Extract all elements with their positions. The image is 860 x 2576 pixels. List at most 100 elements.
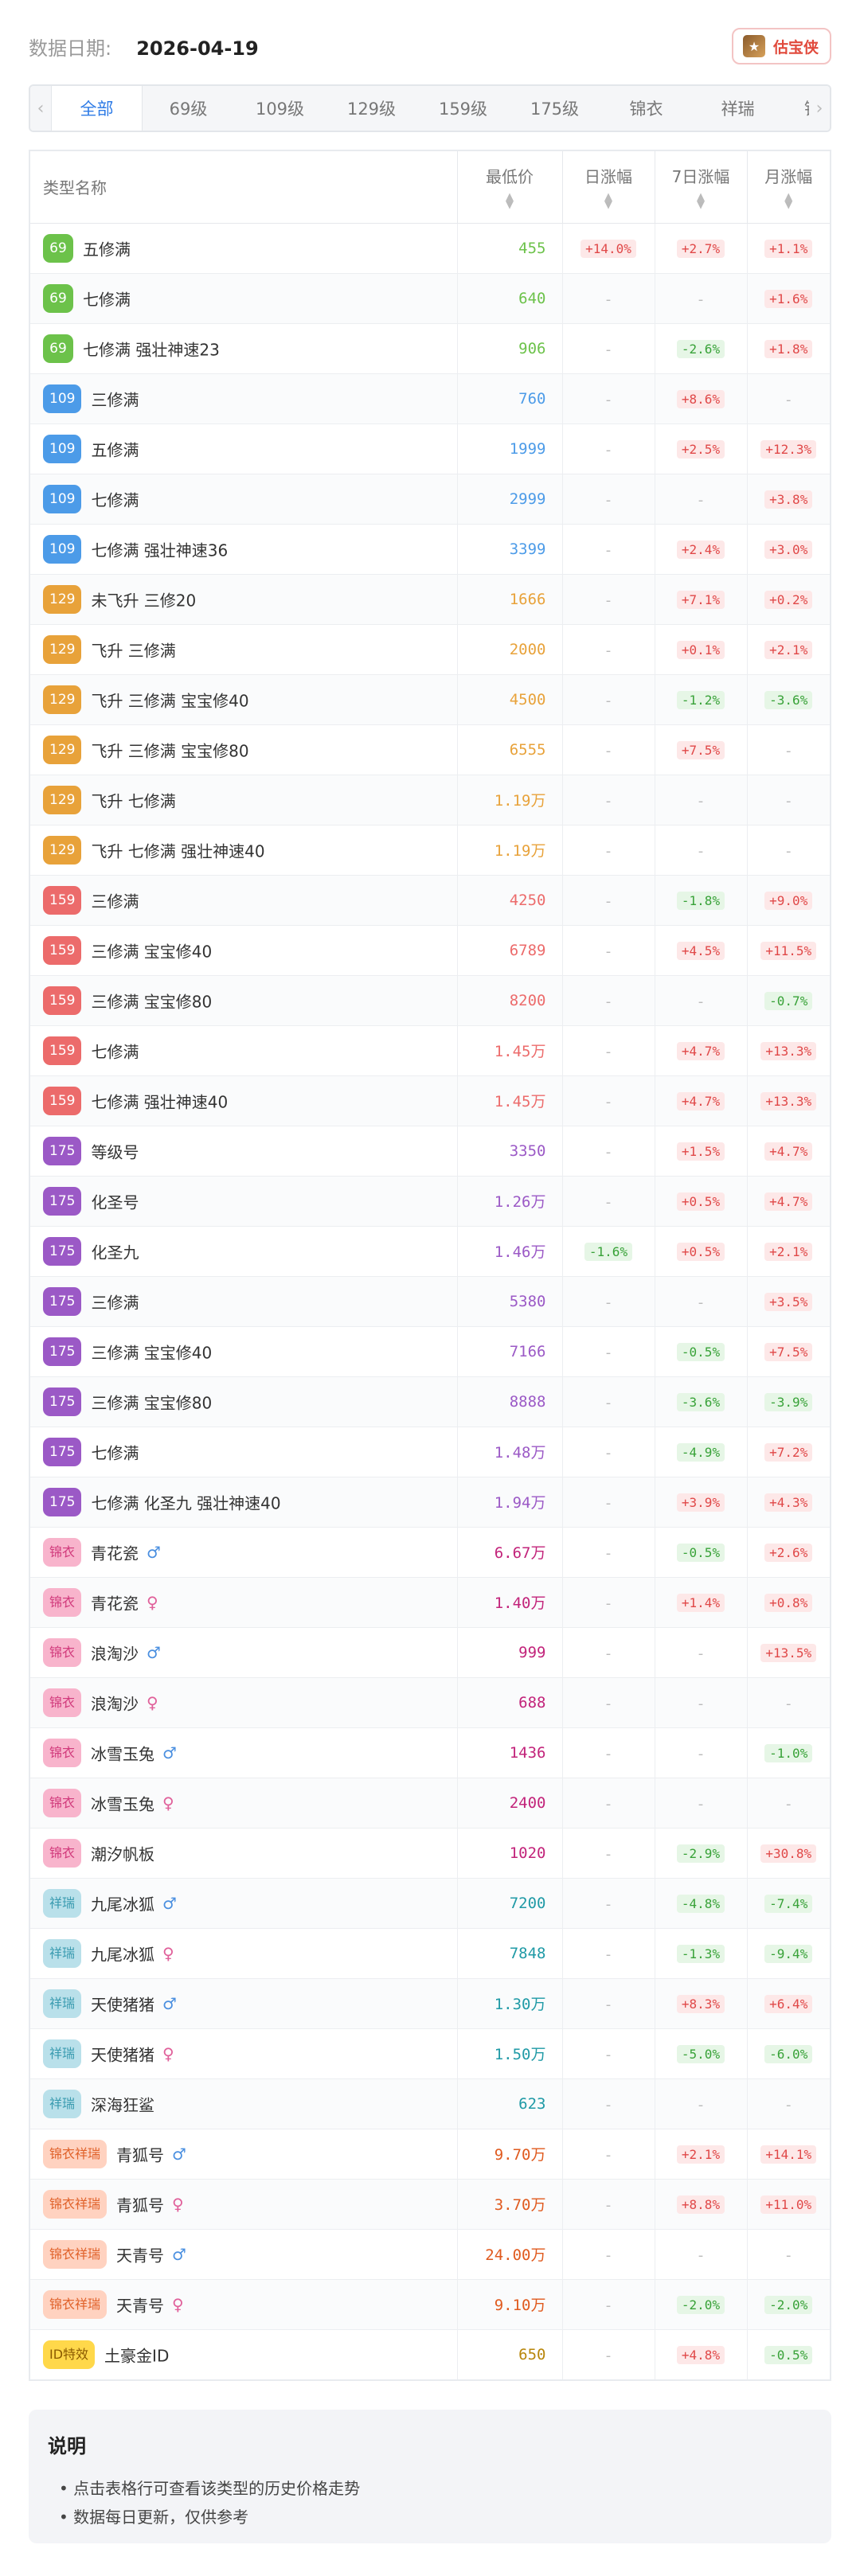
table-row[interactable]: 159 三修满 宝宝修40 6789 - +4.5% +11.5% [30, 925, 830, 976]
header-price[interactable]: 最低价 ▲ ▼ [457, 151, 563, 224]
table-row[interactable]: 69 七修满 强壮神速23 906 - -2.6% +1.8% [30, 323, 830, 374]
type-name: 青狐号 [116, 2145, 165, 2164]
tab-item[interactable]: 祥瑞 [721, 100, 755, 119]
table-row[interactable]: 69 七修满 640 - - +1.6% [30, 273, 830, 324]
empty-change: - [605, 1795, 612, 1813]
change-pill: -7.4% [764, 1895, 813, 1913]
table-row[interactable]: 129 飞升 三修满 2000 - +0.1% +2.1% [30, 624, 830, 675]
empty-change: - [698, 993, 704, 1010]
table-row[interactable]: 祥瑞 九尾冰狐 ♀ 7848 - -1.3% -9.4% [30, 1928, 830, 1979]
empty-change: - [786, 2246, 792, 2264]
male-icon: ♂ [162, 1993, 177, 2013]
date-value: 2026-04-19 [136, 37, 259, 60]
tab-item[interactable]: 159级 [438, 100, 488, 119]
table-row[interactable]: 109 五修满 1999 - +2.5% +12.3% [30, 423, 830, 474]
tabs-right-arrow-icon[interactable]: › [809, 86, 830, 131]
table-row[interactable]: 祥瑞 九尾冰狐 ♂ 7200 - -4.8% -7.4% [30, 1878, 830, 1929]
month-change-cell: -6.0% [747, 2028, 830, 2079]
tab-item[interactable]: 全部 [51, 86, 143, 131]
table-row[interactable]: 175 三修满 宝宝修80 8888 - -3.6% -3.9% [30, 1376, 830, 1427]
table-row[interactable]: 锦衣 潮汐帆板 1020- -2.9% +30.8% [30, 1828, 830, 1879]
change-pill: -2.0% [676, 2296, 725, 2314]
empty-change: - [698, 291, 704, 308]
table-row[interactable]: 129 飞升 三修满 宝宝修40 4500 - -1.2% -3.6% [30, 674, 830, 725]
table-row[interactable]: 129 未飞升 三修20 1666 - +7.1% +0.2% [30, 574, 830, 625]
table-row[interactable]: 159 三修满 4250 - -1.8% +9.0% [30, 875, 830, 926]
tab-item[interactable]: 锦衣 [629, 100, 663, 119]
table-row[interactable]: 159 七修满 强壮神速40 1.45万 - +4.7% +13.3% [30, 1075, 830, 1126]
table-row[interactable]: 159 三修满 宝宝修80 8200 - - -0.7% [30, 975, 830, 1026]
lowest-price: 1.19万 [457, 775, 563, 825]
header-month-change[interactable]: 月涨幅 ▲ ▼ [747, 151, 830, 224]
day-change-cell: - [562, 975, 655, 1026]
table-row[interactable]: 109 七修满 2999 - - +3.8% [30, 474, 830, 525]
change-pill: -1.8% [676, 892, 725, 910]
week-change-cell: +2.7% [655, 223, 748, 274]
lowest-price: 1.26万 [457, 1176, 563, 1227]
empty-change: - [605, 1745, 612, 1762]
table-row[interactable]: 129 飞升 七修满 1.19万 - - - [30, 775, 830, 825]
table-row[interactable]: 锦衣祥瑞 天青号 ♂ 24.00万 - - - [30, 2229, 830, 2280]
week-change-cell: - [655, 825, 748, 876]
type-name: 七修满 强壮神速40 [91, 1092, 229, 1111]
month-change-cell: +13.5% [747, 1627, 830, 1678]
table-row[interactable]: 锦衣 冰雪玉兔 ♀ 2400 - - - [30, 1778, 830, 1829]
table-row[interactable]: 锦衣祥瑞 天青号 ♀ 9.10万 - -2.0% -2.0% [30, 2279, 830, 2330]
table-row[interactable]: 175 等级号 3350 - +1.5% +4.7% [30, 1126, 830, 1177]
table-row[interactable]: 锦衣 青花瓷 ♀ 1.40万 - +1.4% +0.8% [30, 1577, 830, 1628]
table-row[interactable]: 129 飞升 三修满 宝宝修80 6555 - +7.5% - [30, 724, 830, 775]
type-name-cell: 109 七修满 [30, 474, 458, 525]
table-row[interactable]: 祥瑞 深海狂鲨 623- - - [30, 2078, 830, 2129]
empty-change: - [605, 1344, 612, 1361]
tab-item[interactable]: 锦衣祥 [784, 86, 809, 131]
table-row[interactable]: 锦衣 浪淘沙 ♂ 999 - - +13.5% [30, 1627, 830, 1678]
day-change-cell: - [562, 2229, 655, 2280]
tabs-left-arrow-icon[interactable]: ‹ [30, 86, 51, 131]
table-row[interactable]: 锦衣 浪淘沙 ♀ 688 - - - [30, 1677, 830, 1728]
header-day-change[interactable]: 日涨幅 ▲ ▼ [562, 151, 655, 224]
table-row[interactable]: 锦衣 冰雪玉兔 ♂ 1436 - - -1.0% [30, 1727, 830, 1778]
table-row[interactable]: 129 飞升 七修满 强壮神速40 1.19万 - - - [30, 825, 830, 876]
table-row[interactable]: 69 五修满 455 +14.0% +2.7% +1.1% [30, 223, 830, 274]
table-row[interactable]: 109 七修满 强壮神速36 3399 - +2.4% +3.0% [30, 524, 830, 575]
empty-change: - [605, 1043, 612, 1060]
sort-icon: ▲ ▼ [506, 191, 514, 212]
table-row[interactable]: 175 三修满 5380 - - +3.5% [30, 1276, 830, 1327]
header-week-change[interactable]: 7日涨幅 ▲ ▼ [655, 151, 748, 224]
table-row[interactable]: 159 七修满 1.45万 - +4.7% +13.3% [30, 1025, 830, 1076]
table-row[interactable]: 175 化圣号 1.26万 - +0.5% +4.7% [30, 1176, 830, 1227]
table-row[interactable]: 175 化圣九 1.46万 -1.6% +0.5% +2.1% [30, 1226, 830, 1277]
month-change-cell: +2.6% [747, 1527, 830, 1578]
tab-item[interactable]: 109级 [255, 100, 305, 119]
week-change-cell: - [655, 1727, 748, 1778]
empty-change: - [698, 491, 704, 509]
tab-item[interactable]: 175级 [530, 100, 580, 119]
lowest-price: 1.19万 [457, 825, 563, 876]
table-row[interactable]: 锦衣祥瑞 青狐号 ♀ 3.70万 - +8.8% +11.0% [30, 2179, 830, 2230]
type-name-cell: 129 飞升 七修满 强壮神速40 [30, 825, 458, 876]
table-row[interactable]: 锦衣祥瑞 青狐号 ♂ 9.70万 - +2.1% +14.1% [30, 2129, 830, 2180]
table-row[interactable]: 109 三修满 760 - +8.6% - [30, 373, 830, 424]
month-change-cell: +7.5% [747, 1326, 830, 1377]
table-row[interactable]: 175 七修满 化圣九 强壮神速40 1.94万 - +3.9% +4.3% [30, 1477, 830, 1528]
type-name: 冰雪玉兔 [91, 1794, 155, 1813]
table-row[interactable]: 175 三修满 宝宝修40 7166 - -0.5% +7.5% [30, 1326, 830, 1377]
table-row[interactable]: 175 七修满 1.48万 - -4.9% +7.2% [30, 1427, 830, 1477]
table-row[interactable]: ID特效 土豪金ID 650- +4.8% -0.5% [30, 2329, 830, 2379]
change-pill: +2.6% [764, 1544, 813, 1562]
tab-item[interactable]: 69级 [169, 100, 208, 119]
type-name: 飞升 三修满 宝宝修80 [91, 741, 249, 760]
change-pill: +2.4% [676, 541, 725, 559]
change-pill: -1.0% [764, 1744, 813, 1762]
type-name: 五修满 [91, 440, 139, 459]
type-name-cell: 175 三修满 宝宝修80 [30, 1376, 458, 1427]
table-row[interactable]: 祥瑞 天使猪猪 ♀ 1.50万 - -5.0% -6.0% [30, 2028, 830, 2079]
table-row[interactable]: 锦衣 青花瓷 ♂ 6.67万 - -0.5% +2.6% [30, 1527, 830, 1578]
change-pill: -6.0% [764, 2045, 813, 2063]
day-change-cell: - [562, 875, 655, 926]
table-row[interactable]: 祥瑞 天使猪猪 ♂ 1.30万 - +8.3% +6.4% [30, 1978, 830, 2029]
brand-button[interactable]: ★ 估宝侠 [731, 28, 831, 64]
week-change-cell: +1.4% [655, 1577, 748, 1628]
tab-item[interactable]: 129级 [346, 100, 397, 119]
notes-item: • 数据每日更新，仅供参考 [59, 2508, 249, 2527]
